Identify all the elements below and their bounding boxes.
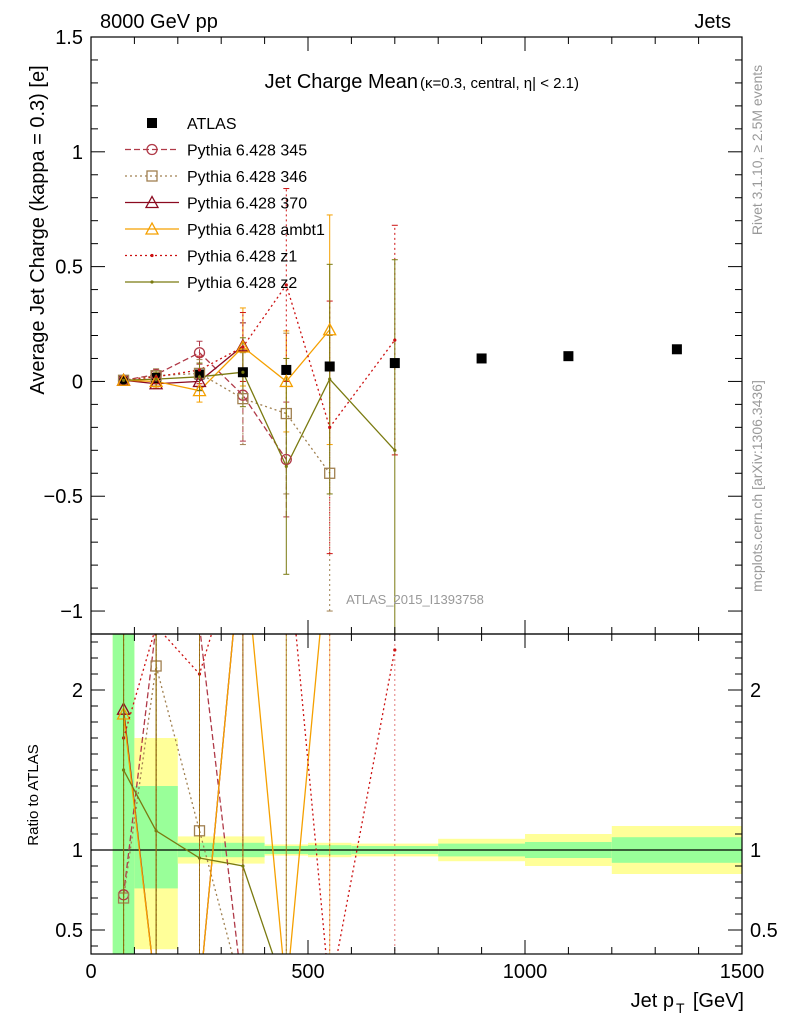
ratio-uncertainty-bands xyxy=(91,634,742,954)
main-ytick-label: 1 xyxy=(72,142,83,164)
mcplots-label: mcplots.cern.ch [arXiv:1306.3436] xyxy=(749,380,765,592)
legend-label-4: Pythia 6.428 ambt1 xyxy=(187,222,325,239)
series-marker-6-0 xyxy=(121,378,126,382)
series-marker-5-3 xyxy=(241,345,245,349)
series-marker-4-2 xyxy=(192,383,207,397)
x-axis-label-subscript: T xyxy=(676,1000,685,1016)
series-marker-0-5 xyxy=(324,361,335,372)
rivet-version-label: Rivet 3.1.10, ≥ 2.5M events xyxy=(749,65,765,235)
ratio-line-3 xyxy=(122,634,321,954)
ratio-line-0 xyxy=(122,634,239,954)
chart-subtitle: (κ=0.3, central, η| < 2.1) xyxy=(420,75,579,92)
series-marker-6-1 xyxy=(154,377,158,381)
analysis-label: ATLAS_2015_I1393758 xyxy=(346,592,484,607)
series-marker-5-5 xyxy=(328,425,332,429)
series-marker-0-6 xyxy=(389,358,400,369)
series-marker-6-5 xyxy=(328,377,332,381)
series-marker-0-9 xyxy=(671,344,682,355)
series-marker-4-5 xyxy=(322,322,337,336)
ratio-ytick-label-left: 2 xyxy=(72,680,83,702)
series-line-3 xyxy=(123,345,244,385)
legend-marker-2 xyxy=(146,170,158,182)
legend-marker-6 xyxy=(150,280,154,284)
series-marker-3-1 xyxy=(149,376,164,390)
series-marker-6-4 xyxy=(284,464,288,468)
series-marker-3-2 xyxy=(192,374,207,388)
series-marker-6-2 xyxy=(197,375,202,379)
series-marker-5-6 xyxy=(393,338,397,342)
main-ytick-label: −1 xyxy=(60,601,83,623)
legend-marker-1 xyxy=(146,143,158,156)
legend-label-1: Pythia 6.428 345 xyxy=(187,143,307,160)
header-right: Jets xyxy=(694,11,731,33)
main-ytick-label: 1.5 xyxy=(55,27,83,49)
series-marker-0-8 xyxy=(563,351,574,362)
series-marker-4-0 xyxy=(116,372,131,386)
ratio-frame xyxy=(90,633,743,955)
legend: ATLAS Pythia 6.428 345 Pythia 6.428 346 Pyt… xyxy=(125,116,325,292)
series-marker-2-5 xyxy=(324,467,336,479)
series-marker-2-3 xyxy=(237,392,249,405)
legend-label-0: ATLAS xyxy=(187,116,237,133)
ratio-lines xyxy=(116,634,397,954)
series-marker-0-4 xyxy=(281,364,292,375)
legend-marker-5 xyxy=(150,253,154,258)
series-marker-6-3 xyxy=(241,370,245,374)
chart-title: Jet Charge Mean xyxy=(265,71,418,93)
x-tick-label: 500 xyxy=(291,961,324,983)
series-marker-5-4 xyxy=(284,283,288,287)
series-marker-4-3 xyxy=(235,339,250,353)
ratio-ytick-label-right: 2 xyxy=(750,680,761,702)
series-marker-2-4 xyxy=(280,407,292,420)
ratio-ytick-label-left: 1 xyxy=(72,840,83,862)
main-ytick-label: −0.5 xyxy=(44,486,83,508)
series-marker-1-4 xyxy=(280,453,292,466)
series-marker-6-6 xyxy=(393,448,397,452)
legend-marker-4 xyxy=(144,221,160,235)
x-tick-label: 0 xyxy=(85,961,96,983)
ratio-y-axis-label: Ratio to ATLAS xyxy=(25,744,42,845)
legend-label-5: Pythia 6.428 z1 xyxy=(187,249,297,266)
series-marker-4-4 xyxy=(279,374,294,388)
ratio-ytick-label-right: 0.5 xyxy=(750,920,778,942)
series-marker-0-7 xyxy=(476,353,487,364)
ratio-ytick-label-left: 0.5 xyxy=(55,920,83,942)
x-tick-label: 1500 xyxy=(720,961,765,983)
x-axis-label: Jet p xyxy=(631,990,674,1012)
legend-label-2: Pythia 6.428 346 xyxy=(187,169,307,186)
x-axis-label-unit: [GeV] xyxy=(693,990,744,1012)
main-y-axis-label: Average Jet Charge (kappa = 0.3) [e] xyxy=(27,65,49,394)
main-ytick-label: 0 xyxy=(72,371,83,393)
legend-label-6: Pythia 6.428 z2 xyxy=(187,275,297,292)
main-series xyxy=(116,188,682,634)
legend-marker-3 xyxy=(144,195,160,209)
series-marker-5-1 xyxy=(154,375,158,379)
main-ytick-label: 0.5 xyxy=(55,257,83,279)
ratio-ytick-label-right: 1 xyxy=(750,840,761,862)
header-left: 8000 GeV pp xyxy=(100,11,218,33)
series-marker-4-1 xyxy=(149,374,164,388)
legend-label-3: Pythia 6.428 370 xyxy=(187,196,307,213)
series-marker-5-2 xyxy=(197,368,202,372)
series-marker-1-2 xyxy=(193,347,206,359)
series-line-2 xyxy=(123,372,331,474)
legend-marker-0 xyxy=(147,118,157,128)
x-tick-label: 1000 xyxy=(503,961,548,983)
